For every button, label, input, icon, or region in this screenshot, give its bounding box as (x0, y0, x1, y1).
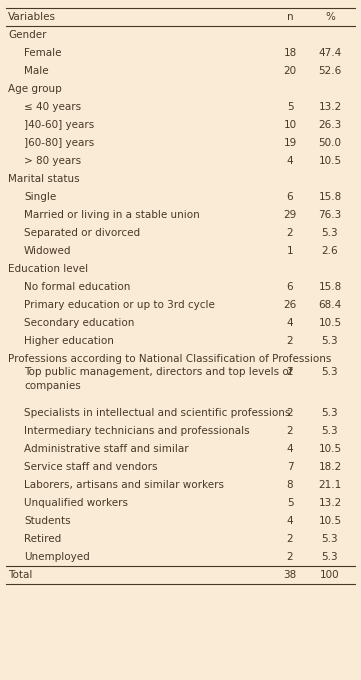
Text: 68.4: 68.4 (318, 300, 342, 310)
Text: Married or living in a stable union: Married or living in a stable union (24, 210, 200, 220)
Text: 4: 4 (287, 516, 293, 526)
Text: 13.2: 13.2 (318, 498, 342, 508)
Text: 2: 2 (287, 367, 293, 377)
Text: 2: 2 (287, 426, 293, 436)
Text: Widowed: Widowed (24, 246, 71, 256)
Text: 5.3: 5.3 (322, 552, 338, 562)
Text: Higher education: Higher education (24, 336, 114, 346)
Text: 6: 6 (287, 192, 293, 202)
Text: n: n (287, 12, 293, 22)
Text: Variables: Variables (8, 12, 56, 22)
Text: Students: Students (24, 516, 71, 526)
Text: Education level: Education level (8, 264, 88, 274)
Text: 26: 26 (283, 300, 297, 310)
Text: 15.8: 15.8 (318, 192, 342, 202)
Text: Single: Single (24, 192, 56, 202)
Text: 29: 29 (283, 210, 297, 220)
Text: 4: 4 (287, 156, 293, 166)
Text: 19: 19 (283, 138, 297, 148)
Text: 5: 5 (287, 498, 293, 508)
Text: ]60-80] years: ]60-80] years (24, 138, 94, 148)
Text: 8: 8 (287, 480, 293, 490)
Text: 15.8: 15.8 (318, 282, 342, 292)
Text: Age group: Age group (8, 84, 62, 94)
Text: 5.3: 5.3 (322, 367, 338, 377)
Text: 10.5: 10.5 (318, 156, 342, 166)
Text: 38: 38 (283, 570, 297, 580)
Text: 6: 6 (287, 282, 293, 292)
Text: 2: 2 (287, 408, 293, 418)
Text: Separated or divorced: Separated or divorced (24, 228, 140, 238)
Text: Intermediary technicians and professionals: Intermediary technicians and professiona… (24, 426, 249, 436)
Text: 50.0: 50.0 (318, 138, 342, 148)
Text: Professions according to National Classification of Professions: Professions according to National Classi… (8, 354, 331, 364)
Text: 20: 20 (283, 66, 297, 76)
Text: 21.1: 21.1 (318, 480, 342, 490)
Text: Specialists in intellectual and scientific professions: Specialists in intellectual and scientif… (24, 408, 290, 418)
Text: 76.3: 76.3 (318, 210, 342, 220)
Text: 18: 18 (283, 48, 297, 58)
Text: 10.5: 10.5 (318, 318, 342, 328)
Text: 100: 100 (320, 570, 340, 580)
Text: 10: 10 (283, 120, 297, 130)
Text: Unqualified workers: Unqualified workers (24, 498, 128, 508)
Text: Marital status: Marital status (8, 174, 80, 184)
Text: 52.6: 52.6 (318, 66, 342, 76)
Text: ≤ 40 years: ≤ 40 years (24, 102, 81, 112)
Text: Top public management, directors and top levels of: Top public management, directors and top… (24, 367, 292, 377)
Text: 10.5: 10.5 (318, 516, 342, 526)
Text: 5.3: 5.3 (322, 408, 338, 418)
Text: 4: 4 (287, 318, 293, 328)
Text: 1: 1 (287, 246, 293, 256)
Text: %: % (325, 12, 335, 22)
Text: 5.3: 5.3 (322, 228, 338, 238)
Text: 10.5: 10.5 (318, 444, 342, 454)
Text: Gender: Gender (8, 30, 47, 40)
Text: Administrative staff and similar: Administrative staff and similar (24, 444, 189, 454)
Text: No formal education: No formal education (24, 282, 130, 292)
Text: ]40-60] years: ]40-60] years (24, 120, 94, 130)
Text: Primary education or up to 3rd cycle: Primary education or up to 3rd cycle (24, 300, 215, 310)
Text: 2: 2 (287, 552, 293, 562)
Text: 26.3: 26.3 (318, 120, 342, 130)
Text: 18.2: 18.2 (318, 462, 342, 472)
Text: 5: 5 (287, 102, 293, 112)
Text: 13.2: 13.2 (318, 102, 342, 112)
Text: 2: 2 (287, 534, 293, 544)
Text: companies: companies (24, 381, 81, 391)
Text: Female: Female (24, 48, 61, 58)
Text: Service staff and vendors: Service staff and vendors (24, 462, 157, 472)
Text: 2: 2 (287, 228, 293, 238)
Text: Unemployed: Unemployed (24, 552, 90, 562)
Text: 47.4: 47.4 (318, 48, 342, 58)
Text: 7: 7 (287, 462, 293, 472)
Text: Retired: Retired (24, 534, 61, 544)
Text: Male: Male (24, 66, 49, 76)
Text: 5.3: 5.3 (322, 534, 338, 544)
Text: Total: Total (8, 570, 32, 580)
Text: Secondary education: Secondary education (24, 318, 134, 328)
Text: 4: 4 (287, 444, 293, 454)
Text: Laborers, artisans and similar workers: Laborers, artisans and similar workers (24, 480, 224, 490)
Text: 2.6: 2.6 (322, 246, 338, 256)
Text: > 80 years: > 80 years (24, 156, 81, 166)
Text: 5.3: 5.3 (322, 426, 338, 436)
Text: 2: 2 (287, 336, 293, 346)
Text: 5.3: 5.3 (322, 336, 338, 346)
